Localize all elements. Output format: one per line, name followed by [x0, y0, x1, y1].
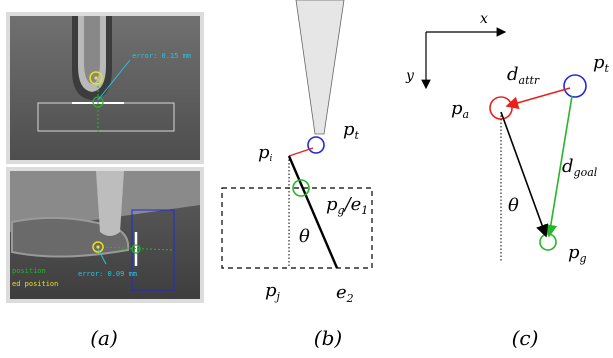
- bottom-photo-legend-line2: ed position: [12, 280, 58, 288]
- attr-arrow: [505, 87, 571, 110]
- label-pi: pi: [258, 142, 273, 164]
- top-photo-error-text: error: 0.15 mm: [132, 52, 191, 60]
- label-theta-c: θ: [508, 195, 519, 216]
- pt-circle: [307, 136, 325, 154]
- bottom-photo-green-line: [97, 246, 175, 251]
- label-theta-b: θ: [299, 226, 310, 247]
- label-pt-c: pt: [593, 52, 610, 75]
- pg-circle-c: [539, 233, 557, 251]
- panel-b-caption: (b): [314, 326, 342, 350]
- label-pg-e1: pg/e1: [326, 194, 368, 217]
- panel-a: error: 0.15 mm error: 0.09 mm position e…: [6, 12, 204, 350]
- label-pj: pj: [265, 280, 281, 303]
- panel-c-caption: (c): [512, 326, 539, 350]
- bottom-photo-legend-line1: position: [12, 267, 46, 275]
- goal-arrow: [544, 95, 573, 238]
- label-pa: pa: [451, 98, 469, 121]
- pa-pg-arrow: [500, 111, 549, 238]
- top-photo-yellow-circle: [89, 71, 103, 85]
- label-dgoal: dgoal: [562, 156, 598, 179]
- top-photo-cyan-line: [97, 59, 131, 101]
- label-e2: e2: [336, 282, 354, 305]
- region-box: [221, 187, 373, 269]
- nozzle-cone: [295, 0, 345, 135]
- y-axis-label: y: [405, 68, 415, 84]
- panel-a-caption: (a): [90, 326, 118, 350]
- bottom-photo-cyan-line: [97, 248, 107, 265]
- pg-circle: [292, 179, 310, 197]
- label-pt: pt: [343, 119, 360, 142]
- approach-line: [287, 155, 339, 269]
- label-pg-c: pg: [568, 242, 587, 265]
- pt-circle-c: [563, 74, 587, 98]
- bottom-photo: error: 0.09 mm position ed position: [6, 167, 204, 303]
- bottom-photo-yellow-circle: [92, 241, 104, 253]
- top-photo-nozzle-inner: [84, 16, 100, 84]
- bottom-photo-nozzle: [96, 171, 124, 236]
- bottom-photo-error-text: error: 0.09 mm: [78, 270, 137, 278]
- bottom-photo-green-circle: [131, 244, 141, 254]
- bottom-photo-yellow-dot: [96, 245, 100, 249]
- panel-b: pi pt pg/e1 θ pj e2 (b): [221, 0, 373, 350]
- x-axis-label: x: [480, 11, 488, 27]
- top-photo: error: 0.15 mm: [6, 12, 204, 164]
- pi-pt-red-line: [288, 147, 314, 157]
- label-dattr: dattr: [507, 64, 540, 87]
- top-photo-green-circle: [92, 96, 104, 108]
- top-photo-yellow-dot: [94, 76, 98, 80]
- panel-c: x y pa pt dattr dgoal θ pg (c): [405, 11, 610, 350]
